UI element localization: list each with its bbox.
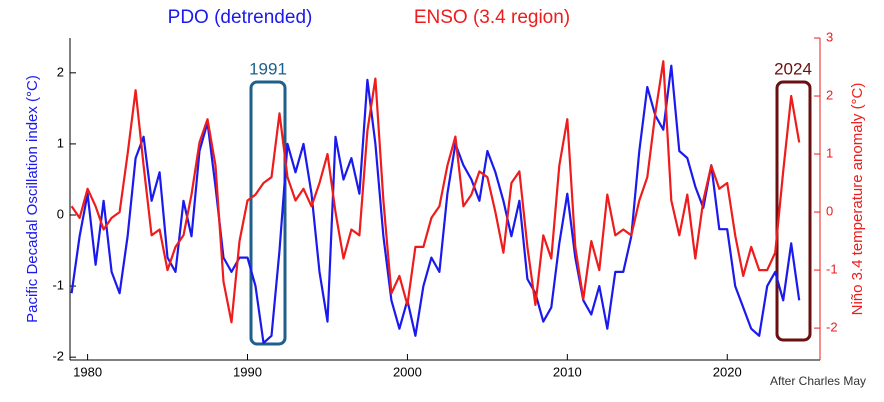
legend-entry: PDO (detrended) [168,7,313,28]
y2-tick-label: -2 [826,320,838,335]
x-tick-label: 2000 [393,364,422,379]
x-tick-label: 2020 [713,364,742,379]
credit: After Charles May [770,374,866,388]
series-line [70,64,801,344]
x-tick-label: 2010 [553,364,582,379]
annotation: 2024 [774,59,812,78]
x-tick-label: 1980 [73,364,102,379]
y-tick-label: 2 [57,64,64,79]
y2-tick-label: -1 [826,262,838,277]
y-tick-label: 0 [57,206,64,221]
y2-tick-label: 2 [826,87,833,102]
y-tick-label: -1 [52,278,64,293]
y-tick-label: -2 [52,349,64,364]
y2-tick-label: 3 [826,29,833,44]
annotation: 1991 [249,59,287,78]
series-line [70,60,801,324]
highlight-box [775,80,812,342]
x-tick-label: 1990 [233,364,262,379]
y-axis-label: Pacific Decadal Oscillation index (°C) [24,75,41,323]
y2-tick-label: 0 [826,203,833,218]
y2-axis-label: Niño 3.4 temperature anomaly (°C) [849,83,866,316]
highlight-box [249,80,287,346]
y2-tick-label: 1 [826,145,833,160]
y-tick-label: 1 [57,135,64,150]
legend-entry: ENSO (3.4 region) [414,7,570,28]
